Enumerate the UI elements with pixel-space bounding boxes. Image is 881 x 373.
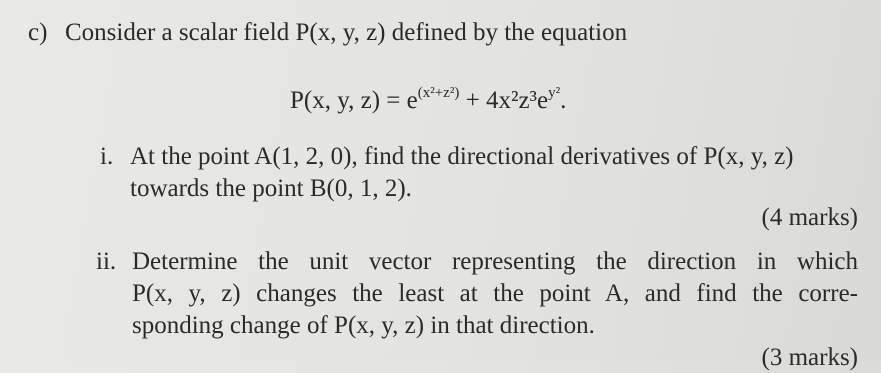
equation-part: .: [560, 87, 567, 114]
equation: P(x, y, z) = e(x²+z²) + 4x²z³ey².: [290, 86, 566, 116]
equation-part: + 4x²z³e: [459, 87, 549, 114]
exponent: y²: [548, 85, 561, 101]
part-text: P(x, y, z) changes the least at the poin…: [132, 280, 858, 307]
question-label: c): [28, 19, 48, 46]
exponent: (x²+z²): [417, 85, 460, 101]
part-label: i.: [100, 143, 114, 170]
marks: (4 marks): [761, 204, 859, 231]
question-intro: Consider a scalar field P(x, y, z) defin…: [65, 19, 628, 46]
part-text: sponding change of P(x, y, z) in that di…: [132, 312, 595, 339]
part-label: ii.: [96, 248, 117, 275]
marks: (3 marks): [761, 344, 859, 371]
part-text: towards the point B(0, 1, 2).: [130, 175, 412, 202]
part-text: Determine the unit vector representing t…: [132, 248, 858, 275]
equation-part: P(x, y, z) = e: [290, 87, 418, 114]
part-text: At the point A(1, 2, 0), find the direct…: [130, 143, 794, 170]
